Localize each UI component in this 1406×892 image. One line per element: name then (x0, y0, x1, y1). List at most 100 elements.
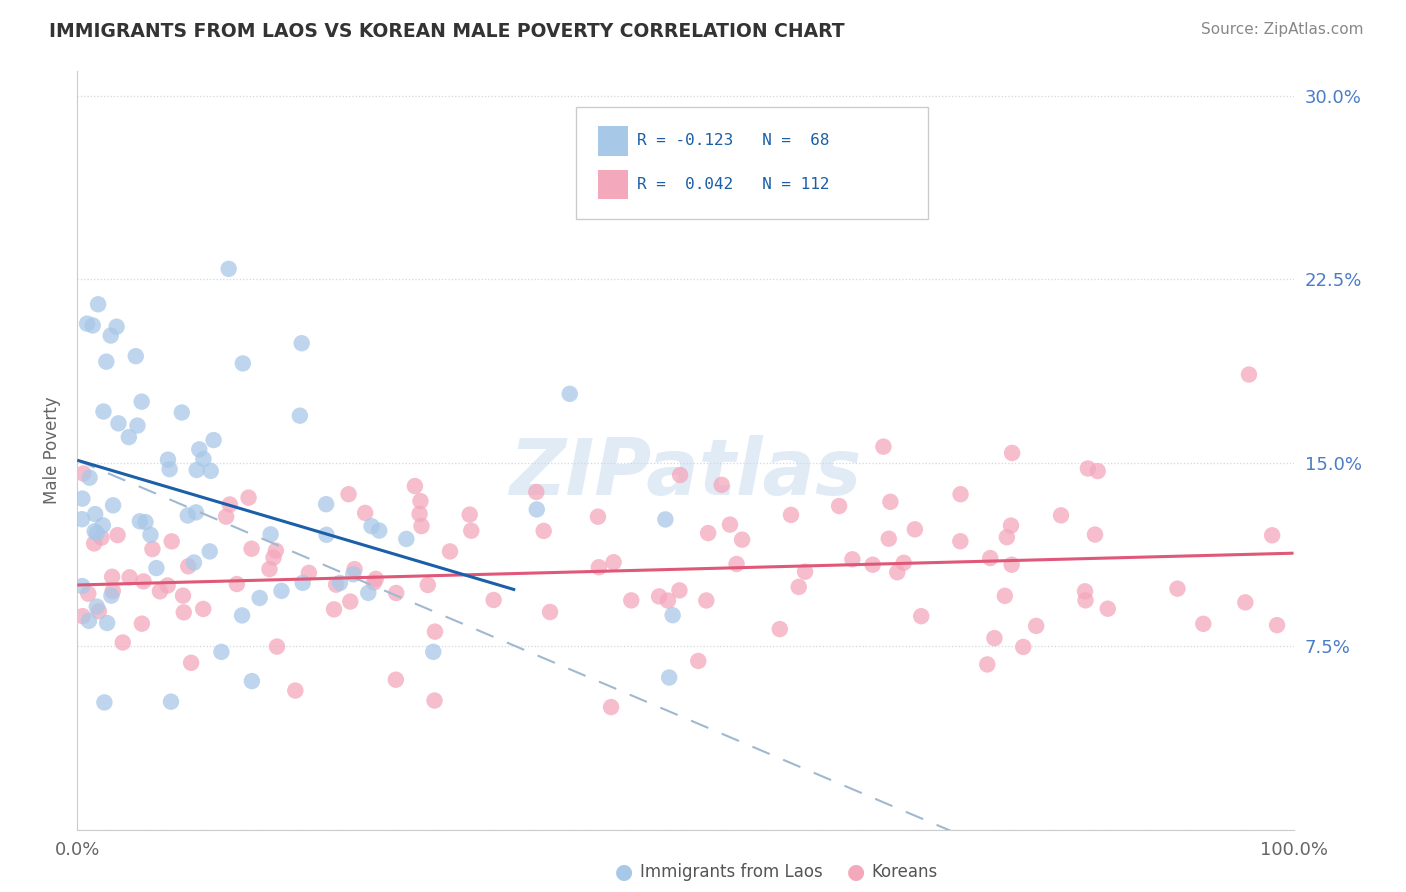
Point (731, 533, 754, 547)
Point (538, 605, 561, 619)
Point (688, 654, 710, 668)
Point (72, 609, 94, 624)
Point (93, 404, 115, 418)
Point (87, 297, 110, 311)
Point (240, 541, 263, 556)
Point (949, 534, 972, 549)
Point (588, 560, 610, 574)
Point (1265, 618, 1288, 632)
Point (139, 528, 162, 542)
Text: Koreans: Koreans (872, 863, 938, 881)
Point (323, 602, 346, 616)
Point (101, 570, 124, 584)
Point (423, 624, 446, 639)
Point (249, 591, 271, 605)
Point (149, 584, 172, 599)
Point (983, 631, 1005, 645)
Point (87, 604, 110, 618)
Point (1234, 595, 1257, 609)
Point (238, 491, 260, 505)
Point (91, 518, 114, 533)
Point (188, 442, 211, 457)
Point (404, 479, 426, 493)
Point (132, 574, 155, 589)
Point (458, 508, 481, 522)
Point (156, 452, 179, 467)
Point (893, 556, 915, 570)
Point (1012, 640, 1035, 654)
Point (533, 524, 555, 538)
Point (368, 524, 391, 538)
Point (780, 508, 803, 522)
Point (315, 528, 337, 542)
Point (259, 562, 281, 576)
Point (794, 565, 817, 579)
Point (173, 606, 195, 620)
Point (648, 590, 671, 604)
Point (886, 566, 908, 580)
Point (105, 319, 128, 334)
Point (218, 261, 240, 276)
Point (186, 463, 208, 477)
Point (718, 517, 741, 532)
Point (156, 578, 179, 592)
Point (177, 508, 200, 523)
Point (904, 522, 927, 536)
Point (215, 509, 238, 524)
Point (145, 561, 167, 575)
Point (409, 494, 432, 508)
Point (159, 462, 181, 476)
Point (354, 506, 377, 520)
Point (202, 433, 225, 447)
Point (710, 478, 733, 492)
Point (118, 430, 141, 444)
Point (1025, 619, 1047, 633)
Point (79, 470, 101, 484)
Point (600, 700, 623, 714)
Point (291, 336, 314, 351)
Point (325, 577, 347, 591)
Point (1077, 461, 1099, 475)
Point (298, 566, 321, 580)
Point (70, 512, 93, 526)
Point (284, 683, 307, 698)
Point (828, 499, 851, 513)
Point (363, 575, 385, 590)
Point (100, 328, 122, 343)
Point (669, 468, 692, 483)
Text: IMMIGRANTS FROM LAOS VS KOREAN MALE POVERTY CORRELATION CHART: IMMIGRANTS FROM LAOS VS KOREAN MALE POVE… (49, 22, 845, 41)
Point (949, 487, 972, 501)
Point (209, 645, 232, 659)
Point (364, 572, 387, 586)
Point (725, 557, 748, 571)
Point (72, 467, 94, 481)
Point (160, 695, 183, 709)
Point (695, 593, 717, 607)
Point (1087, 464, 1109, 478)
Text: ●: ● (614, 863, 633, 882)
Point (118, 570, 141, 584)
Point (460, 524, 482, 538)
Point (291, 575, 314, 590)
Point (100, 589, 122, 603)
Point (77, 587, 100, 601)
Point (654, 512, 676, 526)
Point (84, 507, 107, 521)
Point (994, 589, 1017, 603)
Point (411, 519, 433, 533)
Point (862, 558, 884, 572)
Point (270, 583, 292, 598)
Point (288, 409, 311, 423)
Point (72, 491, 94, 506)
Point (657, 593, 679, 607)
Point (1237, 368, 1260, 382)
Point (395, 532, 418, 546)
Point (125, 349, 148, 363)
Point (134, 515, 156, 529)
Point (101, 584, 124, 599)
Point (602, 555, 624, 569)
Point (172, 589, 194, 603)
Point (482, 593, 505, 607)
Point (127, 418, 149, 433)
Point (697, 526, 720, 541)
